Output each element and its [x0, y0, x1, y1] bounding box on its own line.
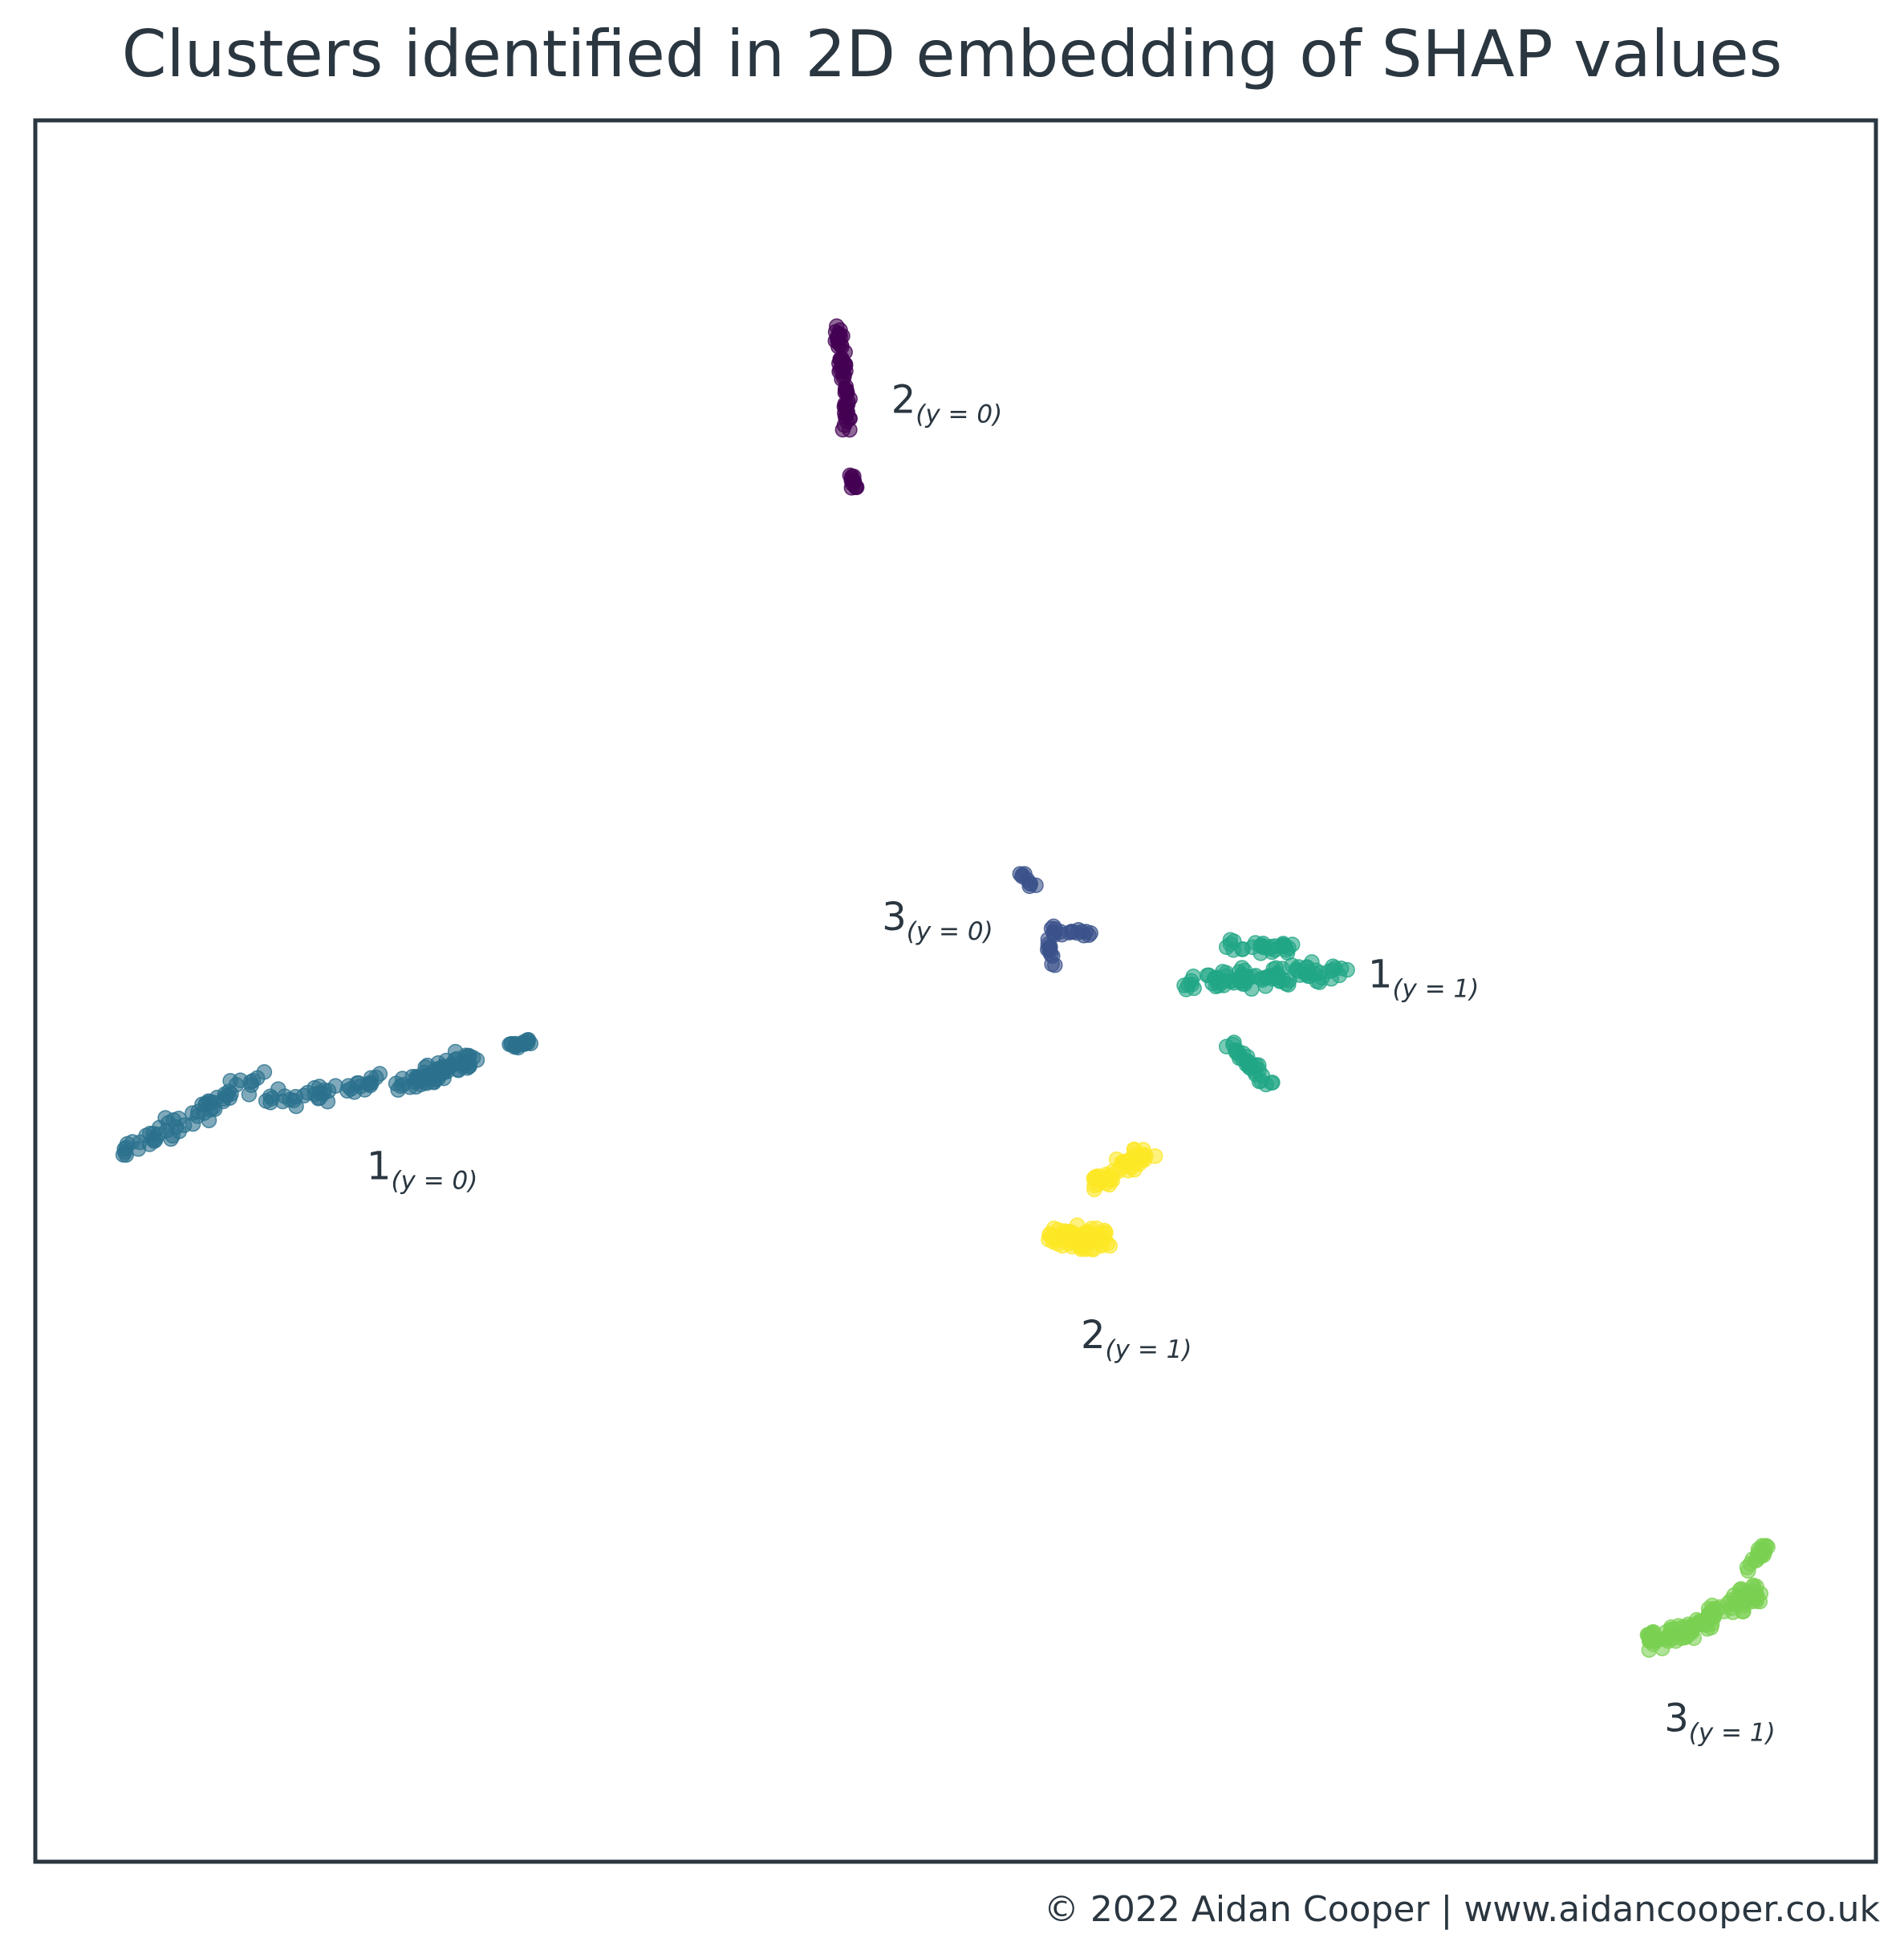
scatter-point	[243, 1077, 259, 1093]
cluster-label-number: 2	[891, 378, 916, 423]
scatter-point	[1745, 1577, 1762, 1594]
scatter-point	[838, 413, 855, 429]
scatter-point	[442, 1058, 459, 1074]
cluster-label-subscript: (y = 0)	[915, 400, 1002, 429]
scatter-point	[447, 1043, 464, 1060]
cluster-label-c1-y1: 1(y = 1)	[1368, 953, 1480, 1004]
scatter-point	[197, 1097, 213, 1113]
scatter-point	[115, 1147, 132, 1163]
scatter-point	[522, 1035, 539, 1052]
scatter-point	[343, 1081, 359, 1097]
scatter-point	[1041, 1231, 1057, 1248]
points-layer	[115, 318, 1776, 1658]
scatter-point	[827, 323, 844, 340]
scatter-point	[1200, 967, 1217, 984]
scatter-point	[1222, 932, 1239, 949]
cluster-c2-y1	[1041, 1141, 1163, 1257]
scatter-point	[1662, 1622, 1679, 1638]
scatter-point	[1281, 972, 1297, 989]
scatter-point	[1081, 927, 1097, 944]
cluster-label-subscript: (y = 1)	[1689, 1718, 1776, 1747]
cluster-label-number: 2	[1081, 1313, 1106, 1358]
scatter-point	[1080, 1229, 1097, 1245]
scatter-point	[217, 1086, 233, 1103]
copyright-text: © 2022 Aidan Cooper | www.aidancooper.co…	[1043, 1889, 1880, 1930]
cluster-c3-y0	[1012, 866, 1098, 973]
scatter-point	[1127, 1142, 1143, 1159]
plot-frame	[33, 118, 1878, 1864]
scatter-point	[258, 1093, 274, 1109]
scatter-point	[832, 351, 848, 368]
scatter-point	[1065, 1233, 1081, 1250]
cluster-label-number: 3	[882, 895, 907, 940]
scatter-point	[1021, 878, 1037, 895]
scatter-point	[1040, 936, 1057, 953]
scatter-point	[1236, 976, 1253, 992]
scatter-point	[848, 479, 865, 495]
cluster-c1-y1	[1176, 932, 1355, 1093]
scatter-point	[461, 1048, 477, 1065]
scatter-point	[1331, 967, 1347, 984]
scatter-point	[1299, 959, 1315, 975]
cluster-label-c2-y0: 2(y = 0)	[891, 378, 1003, 429]
cluster-label-c2-y1: 2(y = 1)	[1081, 1313, 1192, 1364]
cluster-label-c3-y0: 3(y = 0)	[882, 895, 993, 946]
scatter-point	[363, 1074, 380, 1091]
cluster-label-subscript: (y = 1)	[1106, 1335, 1192, 1364]
cluster-label-subscript: (y = 1)	[1392, 975, 1479, 1004]
scatter-point	[508, 1035, 524, 1052]
scatter-point	[288, 1098, 304, 1115]
scatter-point	[145, 1125, 162, 1142]
chart-title: Clusters identified in 2D embedding of S…	[121, 17, 1783, 91]
cluster-label-number: 1	[1368, 953, 1393, 997]
scatter-point	[157, 1110, 173, 1126]
cluster-label-c3-y1: 3(y = 1)	[1664, 1696, 1776, 1747]
scatter-point	[1063, 924, 1080, 940]
scatter-point	[1267, 938, 1283, 954]
cluster-c1-y0	[115, 1032, 539, 1163]
scatter-point	[423, 1066, 439, 1083]
cluster-label-c1-y0: 1(y = 0)	[367, 1144, 478, 1195]
cluster-label-subscript: (y = 0)	[391, 1166, 477, 1195]
scatter-point	[296, 1087, 312, 1104]
scatter-point	[1178, 981, 1195, 997]
scatter-point	[311, 1079, 327, 1095]
scatter-point	[1736, 1598, 1752, 1614]
scatter-point	[1136, 1152, 1153, 1168]
scatter-point	[1640, 1627, 1657, 1644]
scatter-point	[1240, 1054, 1256, 1071]
scatter-point	[164, 1127, 181, 1144]
scatter-point	[1118, 1156, 1135, 1172]
scatter-point	[1247, 935, 1264, 951]
scatter-point	[1267, 969, 1284, 986]
scatter-point	[837, 381, 854, 397]
cluster-label-subscript: (y = 0)	[907, 917, 993, 946]
cluster-c2-y0	[827, 318, 865, 496]
scatter-point	[1105, 1163, 1121, 1180]
scatter-point	[228, 1077, 245, 1093]
cluster-c3-y1	[1639, 1538, 1776, 1658]
scatter-point	[274, 1093, 291, 1110]
cluster-label-number: 1	[367, 1144, 392, 1188]
scatter-point	[1088, 1168, 1104, 1184]
scatter-point	[1699, 1615, 1716, 1631]
scatter-point	[407, 1074, 424, 1091]
labels-layer: 2(y = 0)3(y = 0)1(y = 0)1(y = 1)2(y = 1)…	[367, 378, 1776, 1748]
scatter-point	[1756, 1542, 1772, 1558]
scatter-point	[256, 1064, 273, 1080]
cluster-label-number: 3	[1664, 1696, 1689, 1741]
scatter-point	[838, 398, 854, 415]
